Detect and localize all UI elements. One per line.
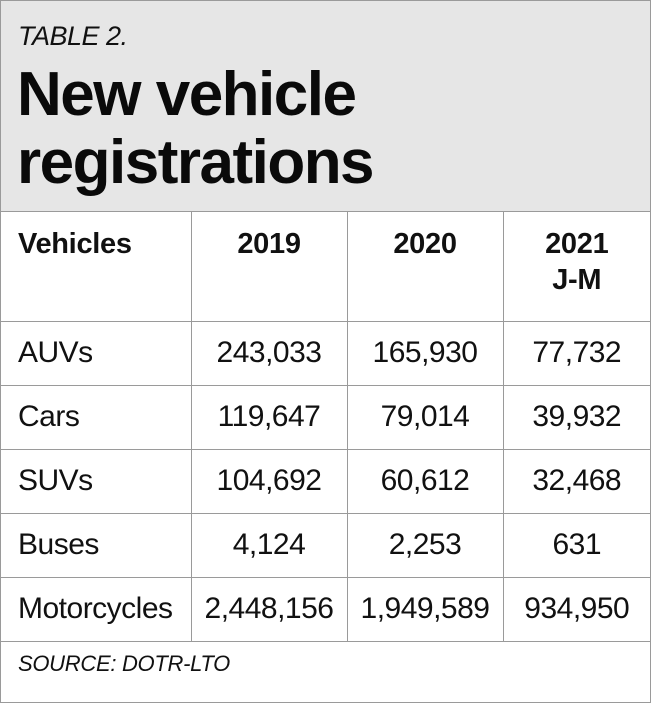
column-header-label: Vehicles [18,228,132,260]
vehicle-cell: SUVs [1,449,192,514]
table-row: SUVs 104,692 60,612 32,468 [1,449,650,514]
table-row: Cars 119,647 79,014 39,932 [1,385,650,450]
header-row: Vehicles 2019 2020 2021 J-M [1,212,650,322]
value-cell-2019: 2,448,156 [191,577,348,642]
value-cell-2020: 1,949,589 [347,577,504,642]
source-note: SOURCE: DOTR-LTO [18,651,230,676]
value-cell-2019: 4,124 [191,513,348,578]
vehicle-cell: Motorcycles [1,577,192,642]
value-cell-2020: 2,253 [347,513,504,578]
column-header-sublabel: J-M [552,264,602,296]
column-header-label: 2020 [393,228,457,260]
table-title: New vehicle registrations [17,60,375,197]
table-row: AUVs 243,033 165,930 77,732 [1,321,650,386]
value-cell-2019: 243,033 [191,321,348,386]
column-header-2019: 2019 [191,212,348,322]
vehicle-cell: Cars [1,385,192,450]
column-header-vehicles: Vehicles [1,212,192,322]
column-header-label: 2021 [545,228,609,260]
value-cell-2020: 79,014 [347,385,504,450]
value-cell-2021: 32,468 [503,449,650,514]
vehicle-cell: Buses [1,513,192,578]
value-cell-2021: 934,950 [503,577,650,642]
value-cell-2021: 631 [503,513,650,578]
column-header-2021: 2021 J-M [503,212,650,322]
value-cell-2020: 60,612 [347,449,504,514]
value-cell-2019: 119,647 [191,385,348,450]
table-row: Buses 4,124 2,253 631 [1,513,650,578]
table-label: TABLE 2. [18,21,128,51]
table-row: Motorcycles 2,448,156 1,949,589 934,950 [1,577,650,642]
value-cell-2020: 165,930 [347,321,504,386]
value-cell-2021: 77,732 [503,321,650,386]
table-header-panel: TABLE 2. New vehicle registrations [1,1,650,212]
value-cell-2021: 39,932 [503,385,650,450]
value-cell-2019: 104,692 [191,449,348,514]
vehicle-cell: AUVs [1,321,192,386]
column-header-label: 2019 [237,228,301,260]
registrations-table: Vehicles 2019 2020 2021 J-M AUVs 243,033… [1,212,650,642]
column-header-2020: 2020 [347,212,504,322]
